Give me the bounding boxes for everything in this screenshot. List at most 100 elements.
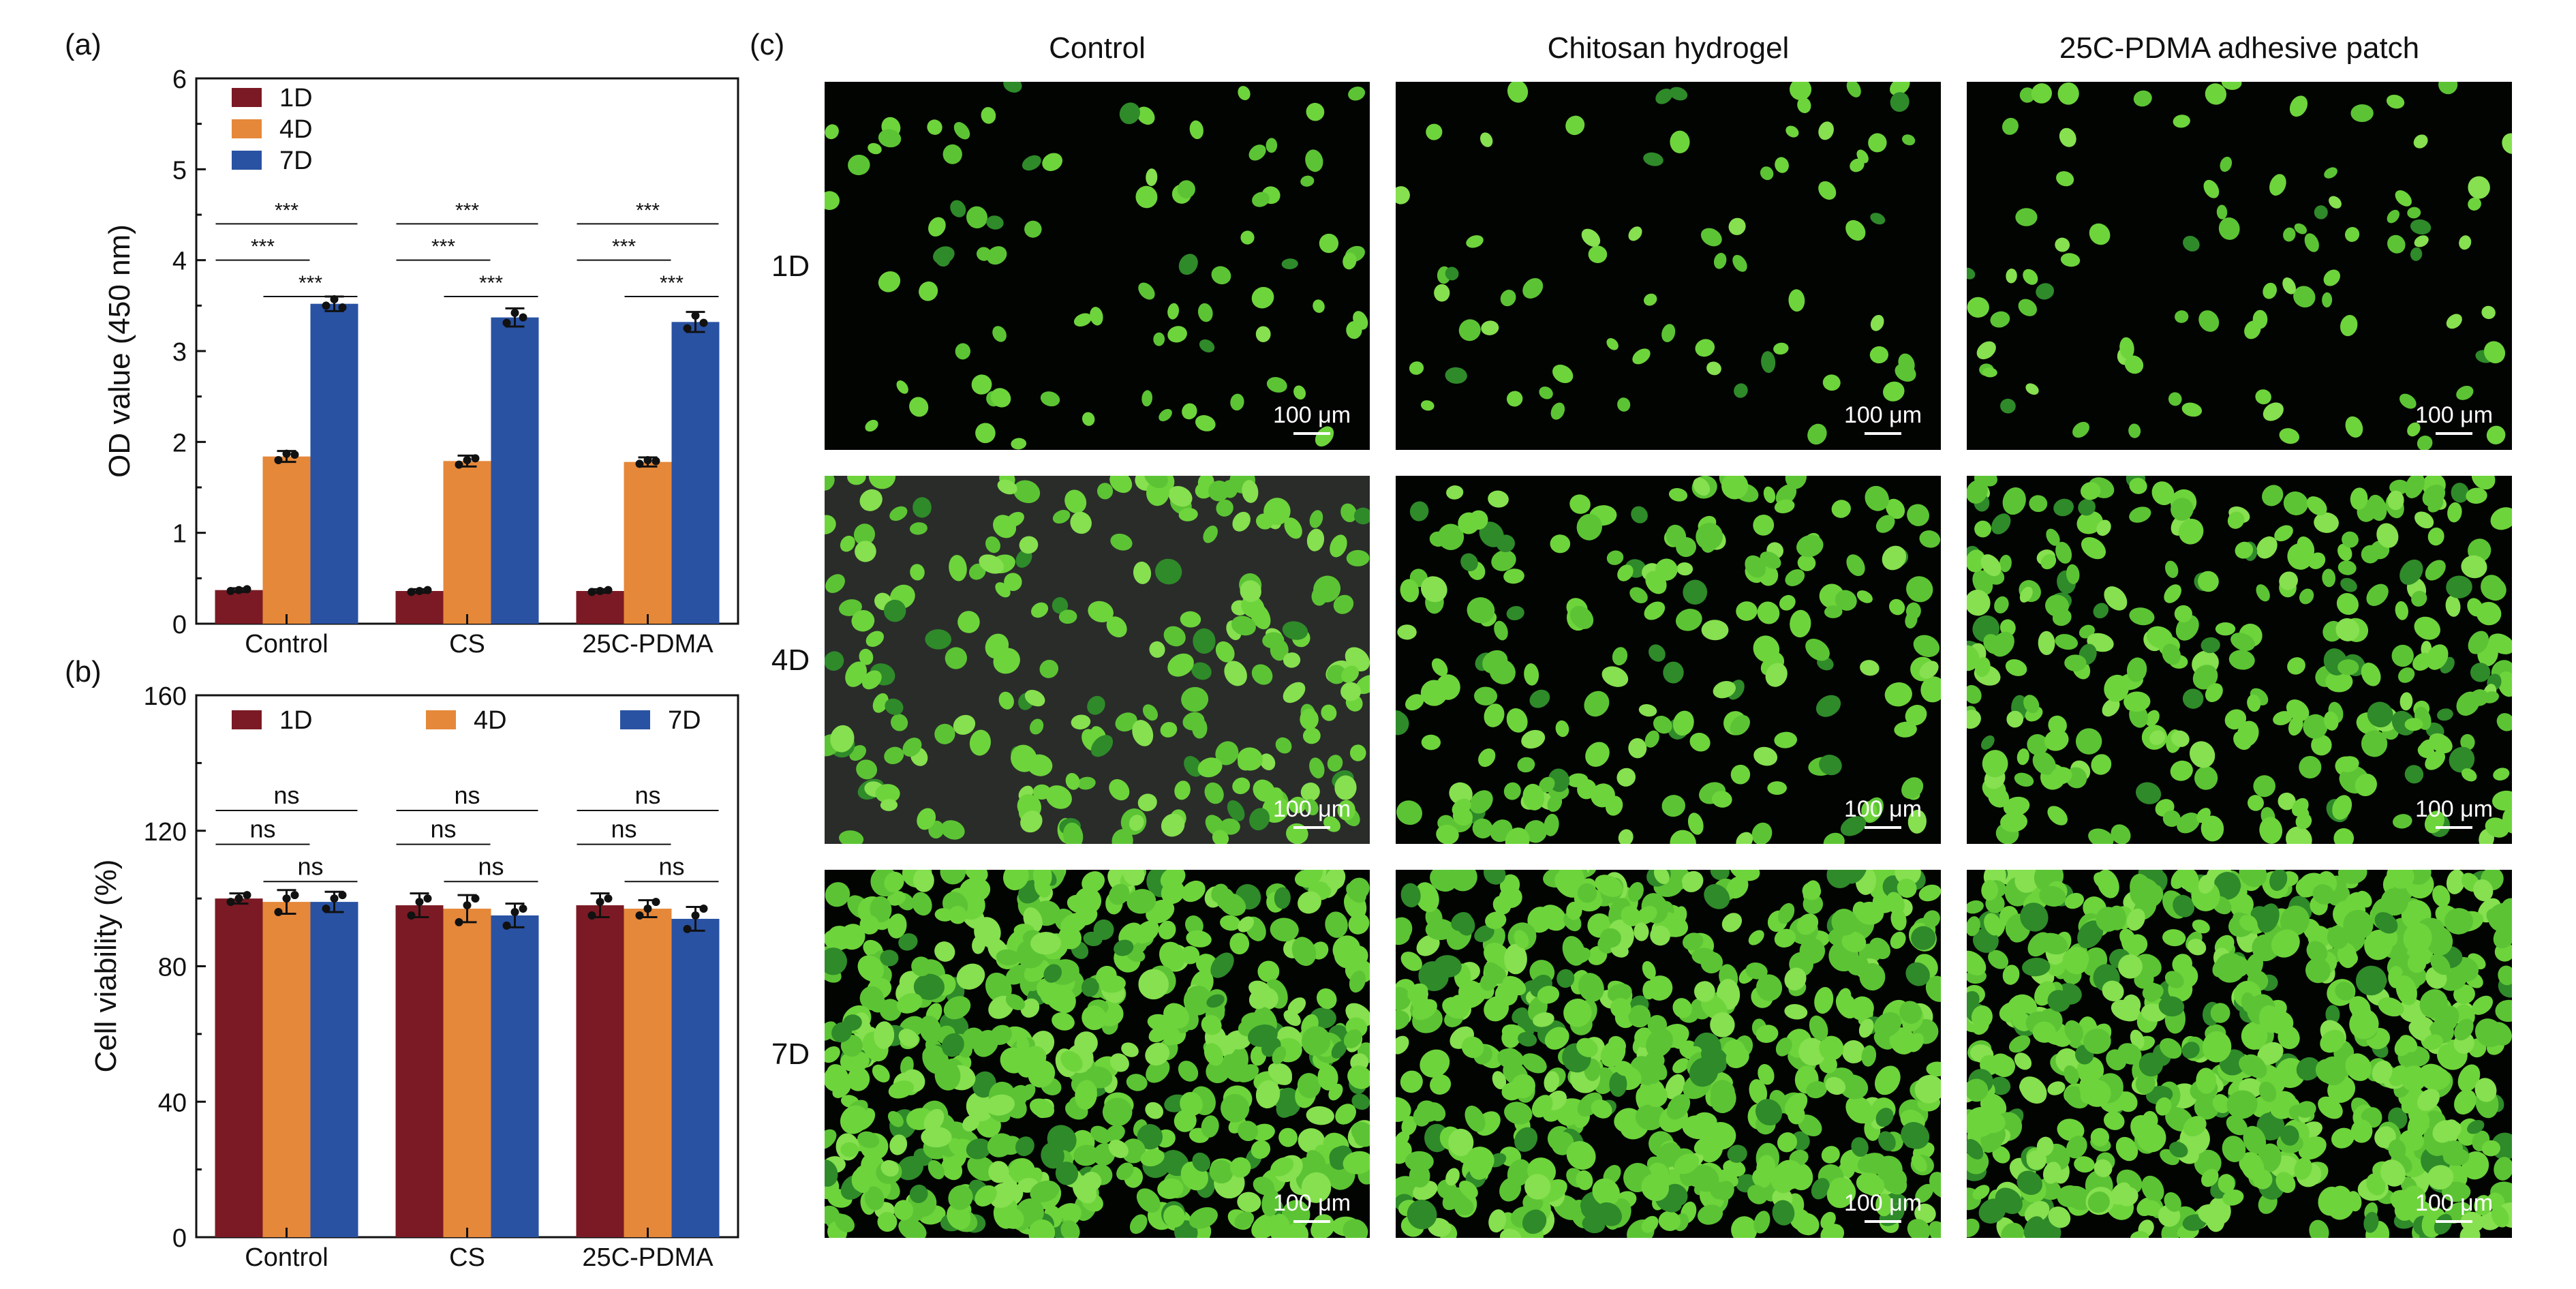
cell bbox=[1335, 1104, 1356, 1125]
cell bbox=[1467, 597, 1495, 624]
significance-label: ns bbox=[611, 815, 637, 843]
cell bbox=[2456, 385, 2474, 400]
cell bbox=[2417, 1089, 2440, 1111]
cell bbox=[1760, 551, 1781, 569]
cell bbox=[1581, 228, 1601, 247]
cell bbox=[950, 200, 966, 217]
cell bbox=[1221, 1054, 1246, 1082]
cell bbox=[1539, 386, 1553, 399]
cell bbox=[1618, 829, 1634, 844]
cell bbox=[1824, 605, 1843, 618]
cell bbox=[1253, 1177, 1275, 1196]
cell bbox=[1982, 367, 1997, 378]
cell bbox=[2146, 626, 2173, 649]
cell bbox=[2023, 695, 2040, 714]
cell bbox=[2164, 1192, 2181, 1212]
y-tick-label: 0 bbox=[172, 611, 187, 639]
cell bbox=[2410, 247, 2423, 261]
cell bbox=[1913, 635, 1940, 657]
cell bbox=[988, 1161, 1009, 1183]
cell bbox=[1651, 1061, 1668, 1080]
cell bbox=[2459, 1225, 2481, 1238]
cell bbox=[1504, 943, 1527, 975]
bar-4D-Control bbox=[262, 456, 311, 624]
chart-b-y-axis: 0 40 80 120 160 bbox=[144, 682, 206, 1253]
x-tick-label: 25C-PDMA bbox=[582, 630, 714, 658]
cell bbox=[2332, 1185, 2351, 1202]
cell bbox=[2093, 603, 2109, 619]
cell bbox=[1039, 659, 1059, 678]
cell bbox=[851, 609, 875, 632]
cell bbox=[1777, 1132, 1798, 1153]
cell bbox=[1504, 1102, 1533, 1125]
cell bbox=[1967, 297, 1989, 318]
cell bbox=[1856, 901, 1884, 925]
cell bbox=[2418, 1063, 2449, 1091]
micrograph-r1-c2 bbox=[1967, 476, 2512, 844]
cell bbox=[2376, 523, 2399, 548]
cell bbox=[2083, 1079, 2111, 1107]
cell bbox=[2216, 204, 2228, 219]
cell bbox=[2064, 1020, 2084, 1043]
cell bbox=[2279, 571, 2298, 590]
cell bbox=[2470, 689, 2489, 706]
cell bbox=[1929, 1221, 1941, 1238]
cell bbox=[992, 326, 1007, 342]
data-point bbox=[502, 318, 511, 327]
cell bbox=[2142, 1200, 2162, 1217]
cell bbox=[1397, 624, 1417, 640]
svg-text:100 μm: 100 μm bbox=[2415, 402, 2493, 428]
cell bbox=[1191, 662, 1212, 680]
cell bbox=[2181, 402, 2203, 417]
cell bbox=[2387, 490, 2404, 511]
cell bbox=[1588, 245, 1608, 263]
cell bbox=[2312, 884, 2335, 905]
cell bbox=[1988, 950, 2009, 969]
cell bbox=[1132, 720, 1154, 746]
cell bbox=[1326, 665, 1347, 684]
cell bbox=[2023, 1216, 2044, 1238]
cell bbox=[1000, 1207, 1024, 1229]
cell bbox=[2198, 874, 2215, 894]
cell bbox=[1145, 1102, 1164, 1119]
cell bbox=[1884, 682, 1912, 707]
bar-4D-25C-PDMA bbox=[624, 461, 672, 624]
cell bbox=[1522, 1209, 1547, 1234]
cell bbox=[1262, 632, 1285, 649]
cell bbox=[1915, 1183, 1934, 1203]
bar-4D-25C-PDMA bbox=[624, 909, 672, 1237]
cell bbox=[868, 476, 896, 489]
cell bbox=[1784, 1093, 1808, 1117]
cell bbox=[1704, 1122, 1736, 1150]
cell bbox=[1238, 916, 1255, 932]
cell bbox=[1289, 796, 1306, 814]
cell bbox=[1251, 286, 1274, 309]
legend-label-7D: 7D bbox=[668, 706, 701, 735]
cell bbox=[1731, 1216, 1758, 1238]
cell bbox=[857, 955, 885, 982]
cell bbox=[2117, 1043, 2142, 1065]
cell bbox=[1687, 813, 1704, 835]
cell bbox=[2315, 1059, 2342, 1084]
cell bbox=[2243, 1125, 2267, 1155]
cell bbox=[2336, 592, 2359, 615]
cell bbox=[1420, 1049, 1450, 1078]
cell bbox=[2047, 1081, 2066, 1095]
cell bbox=[898, 933, 918, 951]
cell bbox=[1531, 1095, 1553, 1118]
data-point bbox=[519, 313, 527, 322]
cell bbox=[1043, 964, 1062, 983]
cell bbox=[2394, 1035, 2413, 1057]
cell bbox=[877, 1211, 898, 1232]
cell bbox=[1661, 795, 1686, 817]
cell bbox=[911, 892, 932, 916]
cell bbox=[897, 1155, 924, 1181]
cell bbox=[1608, 1035, 1626, 1054]
cell bbox=[2404, 718, 2423, 731]
cell bbox=[1183, 985, 1212, 1016]
cell bbox=[840, 1050, 870, 1072]
cell bbox=[2103, 1111, 2125, 1130]
cell bbox=[987, 1133, 1014, 1157]
cell bbox=[1416, 935, 1440, 956]
cell bbox=[1585, 742, 1610, 767]
